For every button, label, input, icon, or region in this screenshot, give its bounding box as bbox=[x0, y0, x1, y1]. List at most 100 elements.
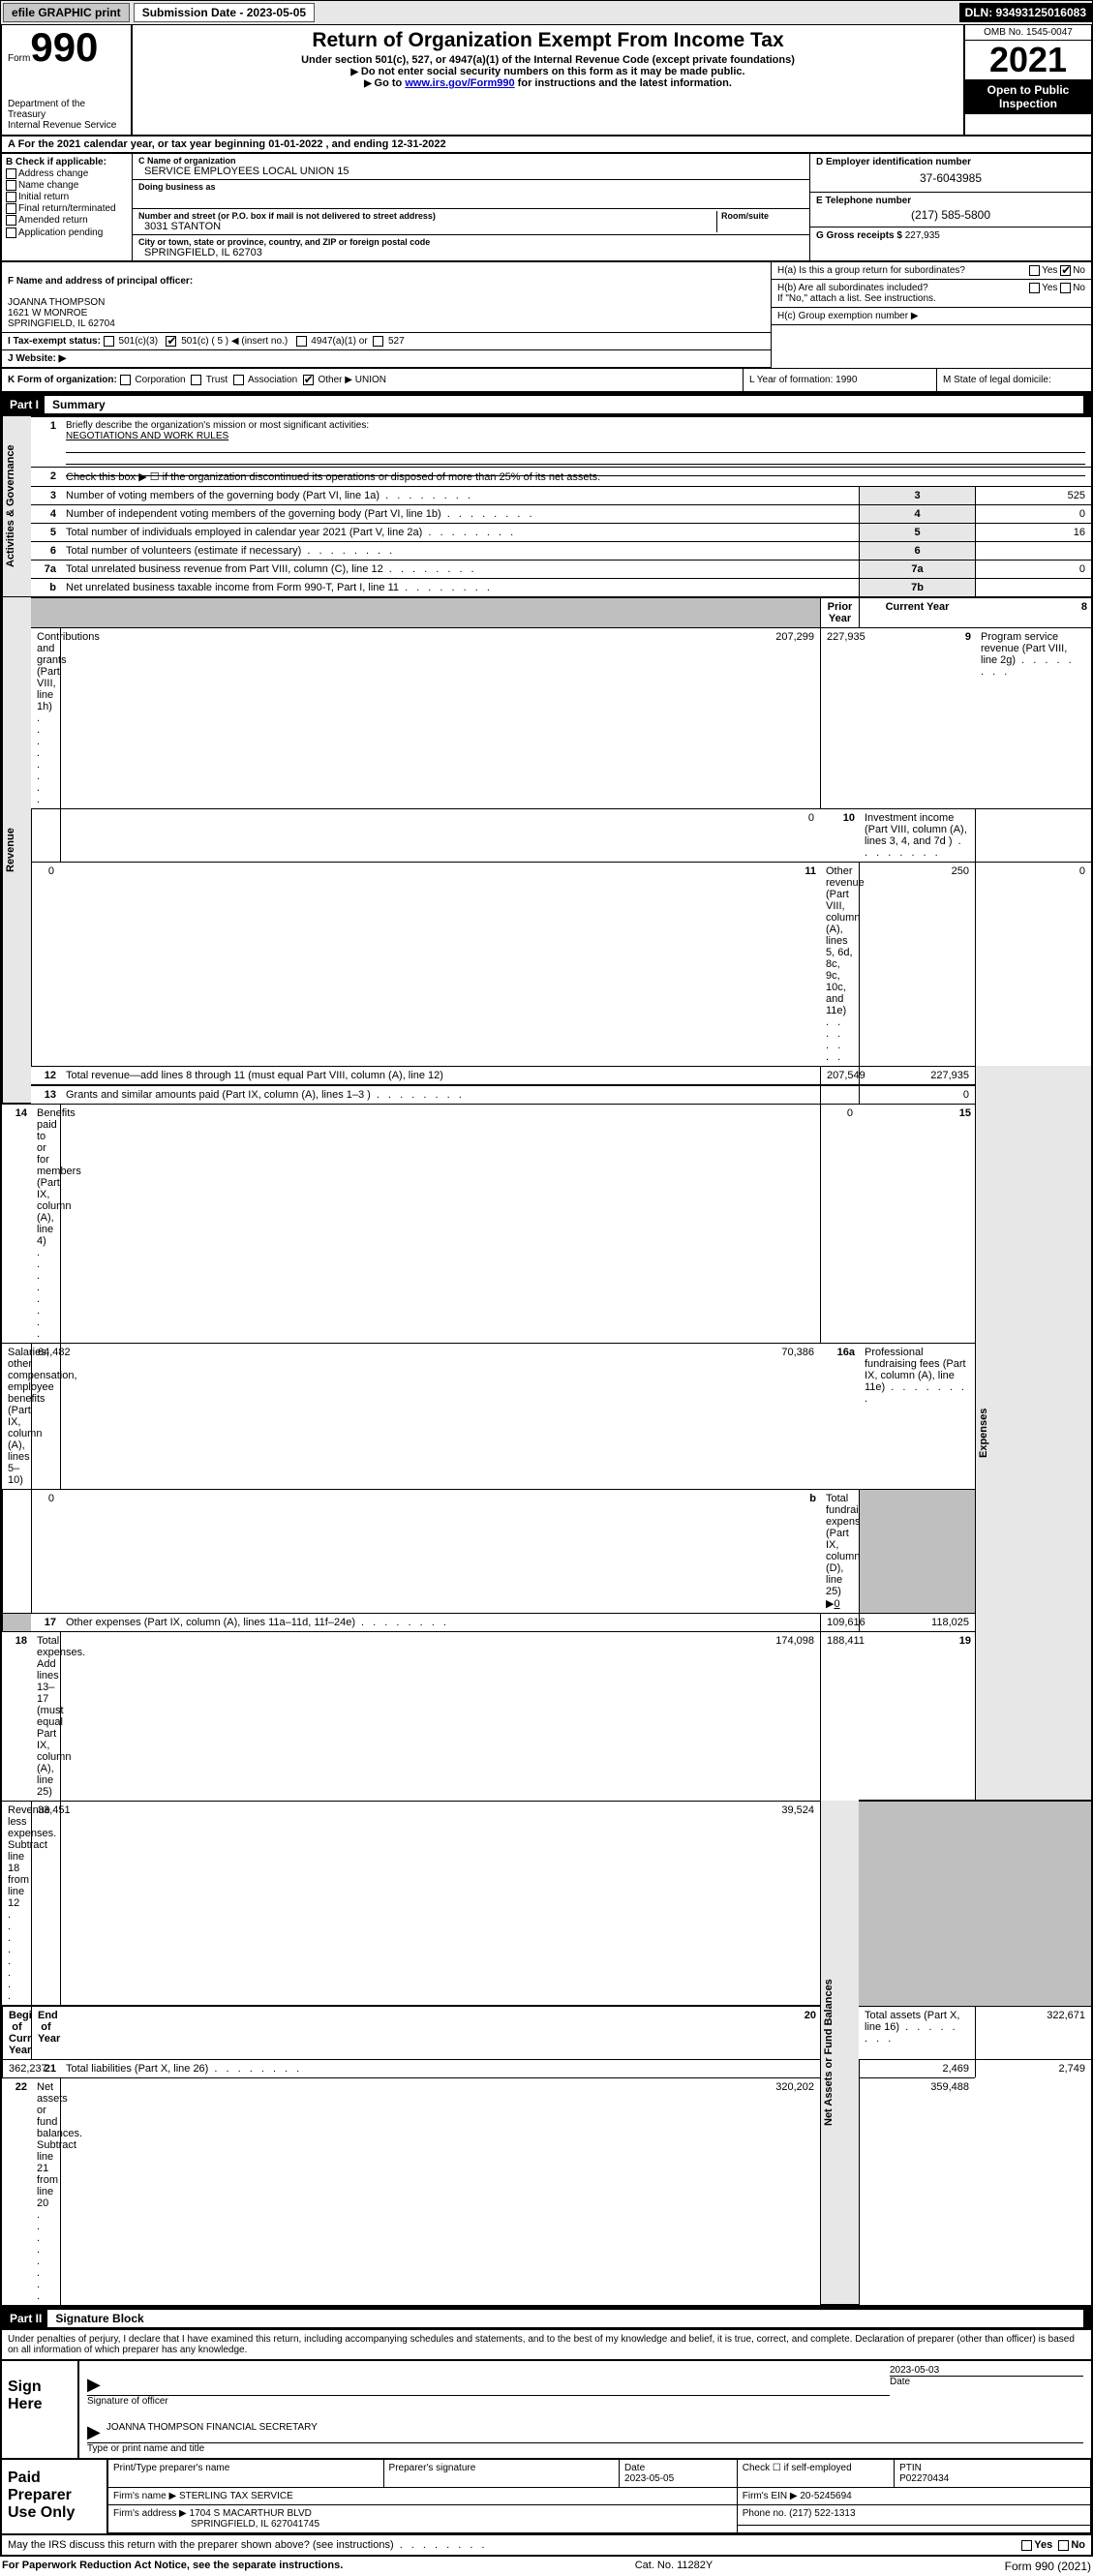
goto-suffix: for instructions and the latest informat… bbox=[515, 77, 732, 89]
room-label: Room/suite bbox=[721, 211, 804, 221]
form-subtitle-2: Do not enter social security numbers on … bbox=[142, 66, 954, 77]
prep-name-hdr: Print/Type preparer's name bbox=[108, 2460, 383, 2488]
chk-527[interactable] bbox=[373, 336, 383, 347]
tax-exempt-label: I Tax-exempt status: bbox=[8, 336, 101, 347]
ln6-key: 6 bbox=[859, 541, 975, 560]
ln12-desc: Total revenue—add lines 8 through 11 (mu… bbox=[60, 1066, 820, 1085]
hb-yes[interactable] bbox=[1029, 283, 1040, 293]
ln20-num: 20 bbox=[60, 2006, 820, 2059]
chk-4947[interactable] bbox=[296, 336, 307, 347]
firm-phone-row: Phone no. (217) 522-1313 bbox=[737, 2505, 1090, 2526]
ln7b-desc: Net unrelated business taxable income fr… bbox=[60, 578, 859, 597]
hb-note: If "No," attach a list. See instructions… bbox=[777, 293, 1085, 304]
ln4-key: 4 bbox=[859, 504, 975, 523]
efile-print-button[interactable]: efile GRAPHIC print bbox=[3, 3, 130, 22]
ln21-prior: 2,469 bbox=[859, 2059, 975, 2077]
hb-label: H(b) Are all subordinates included? bbox=[777, 283, 928, 293]
lab-assoc: Association bbox=[248, 375, 297, 385]
ln15-prior: 64,482 bbox=[31, 1343, 60, 1489]
chk-name-change[interactable]: Name change bbox=[6, 180, 128, 191]
ln7a-desc: Total unrelated business revenue from Pa… bbox=[60, 560, 859, 578]
page-footer: For Paperwork Reduction Act Notice, see … bbox=[0, 2557, 1093, 2576]
col-c-org-info: C Name of organization SERVICE EMPLOYEES… bbox=[133, 154, 810, 260]
chk-address-change[interactable]: Address change bbox=[6, 168, 128, 179]
current-year-hdr: Current Year bbox=[859, 597, 975, 627]
ln4-desc: Number of independent voting members of … bbox=[60, 504, 859, 523]
chk-amended-return[interactable]: Amended return bbox=[6, 215, 128, 226]
tax-year: 2021 bbox=[965, 41, 1091, 79]
chk-501c[interactable] bbox=[166, 336, 176, 347]
ln8-num: 8 bbox=[975, 597, 1091, 627]
hb-no-lab: No bbox=[1073, 283, 1085, 293]
ln21-num: 21 bbox=[31, 2059, 60, 2077]
ln5-desc: Total number of individuals employed in … bbox=[60, 523, 859, 541]
prior-year-hdr: Prior Year bbox=[820, 597, 859, 627]
officer-value: JOANNA THOMPSON 1621 W MONROE SPRINGFIEL… bbox=[8, 297, 115, 329]
ptin-value: P02270434 bbox=[899, 2473, 949, 2484]
ln19-prior: 33,451 bbox=[31, 1801, 60, 2006]
ln14-prior bbox=[60, 1104, 820, 1343]
rev-hdr-blank1 bbox=[31, 597, 60, 627]
city-label: City or town, state or province, country… bbox=[138, 237, 804, 247]
ln5-num: 5 bbox=[31, 523, 60, 541]
chk-final-return[interactable]: Final return/terminated bbox=[6, 203, 128, 214]
ln7a-key: 7a bbox=[859, 560, 975, 578]
chk-application-pending[interactable]: Application pending bbox=[6, 227, 128, 238]
discuss-yes[interactable] bbox=[1021, 2540, 1032, 2551]
ln13-desc: Grants and similar amounts paid (Part IX… bbox=[60, 1085, 820, 1104]
gross-receipts-value: 227,935 bbox=[905, 230, 940, 241]
ln16a-curr: 0 bbox=[31, 1489, 60, 1613]
form990-link[interactable]: www.irs.gov/Form990 bbox=[405, 77, 514, 89]
ln3-val: 525 bbox=[975, 486, 1091, 504]
prep-sig-hdr: Preparer's signature bbox=[383, 2460, 619, 2488]
ln9-prior bbox=[31, 808, 60, 862]
chk-initial-return[interactable]: Initial return bbox=[6, 192, 128, 202]
street-value: 3031 STANTON bbox=[138, 221, 716, 232]
header-center: Return of Organization Exempt From Incom… bbox=[133, 25, 965, 135]
ln3-num: 3 bbox=[31, 486, 60, 504]
ln11-num: 11 bbox=[60, 862, 820, 1066]
part1-title: Summary bbox=[45, 396, 1083, 413]
chk-assoc[interactable] bbox=[233, 375, 244, 385]
ln15-desc: Salaries, other compensation, employee b… bbox=[2, 1343, 31, 1489]
side-net-assets: Net Assets or Fund Balances bbox=[820, 1801, 859, 2305]
l-year-formation: L Year of formation: 1990 bbox=[743, 369, 936, 391]
ha-no[interactable] bbox=[1060, 265, 1071, 276]
firm-ein-row: Firm's EIN ▶ 20-5245694 bbox=[737, 2488, 1090, 2505]
hb-no[interactable] bbox=[1060, 283, 1071, 293]
side-expenses: Expenses bbox=[975, 1066, 1091, 1801]
net-hdr-blank1 bbox=[859, 1801, 975, 2006]
chk-other[interactable] bbox=[303, 375, 314, 385]
lab-501c3: 501(c)(3) bbox=[119, 336, 159, 347]
discuss-no[interactable] bbox=[1058, 2540, 1069, 2551]
top-toolbar: efile GRAPHIC print Submission Date - 20… bbox=[0, 0, 1093, 25]
ln11-desc: Other revenue (Part VIII, column (A), li… bbox=[820, 862, 859, 1066]
goto-prefix: Go to bbox=[375, 77, 406, 89]
submission-date-label: Submission Date - bbox=[142, 6, 247, 19]
lab-4947: 4947(a)(1) or bbox=[311, 336, 367, 347]
ln22-desc: Net assets or fund balances. Subtract li… bbox=[31, 2077, 60, 2305]
header-right: OMB No. 1545-0047 2021 Open to Public In… bbox=[965, 25, 1091, 135]
ln4-num: 4 bbox=[31, 504, 60, 523]
ln12-num: 12 bbox=[31, 1066, 60, 1085]
chk-corp[interactable] bbox=[120, 375, 131, 385]
form-number: 990 bbox=[30, 24, 98, 70]
sig-officer-label: Signature of officer bbox=[87, 2396, 890, 2407]
ln16b-curr bbox=[2, 1613, 31, 1631]
officer-label: F Name and address of principal officer: bbox=[8, 276, 193, 287]
type-name-label: Type or print name and title bbox=[87, 2443, 1083, 2454]
ln16b-prior bbox=[859, 1489, 975, 1613]
ha-yes[interactable] bbox=[1029, 265, 1040, 276]
ln11-prior: 250 bbox=[859, 862, 975, 1066]
ln5-key: 5 bbox=[859, 523, 975, 541]
form-subtitle-3: Go to www.irs.gov/Form990 for instructio… bbox=[142, 77, 954, 89]
firm-blank-row bbox=[737, 2525, 1090, 2532]
chk-trust[interactable] bbox=[191, 375, 201, 385]
sign-here-block: Sign Here ▶ Signature of officer 2023-05… bbox=[0, 2361, 1093, 2460]
discuss-question: May the IRS discuss this return with the… bbox=[8, 2539, 488, 2551]
ha-row: H(a) Is this a group return for subordin… bbox=[772, 262, 1091, 280]
ln14-num: 14 bbox=[2, 1104, 31, 1343]
ln3-desc: Number of voting members of the governin… bbox=[60, 486, 859, 504]
ln10-desc: Investment income (Part VIII, column (A)… bbox=[859, 808, 975, 862]
chk-501c3[interactable] bbox=[104, 336, 114, 347]
